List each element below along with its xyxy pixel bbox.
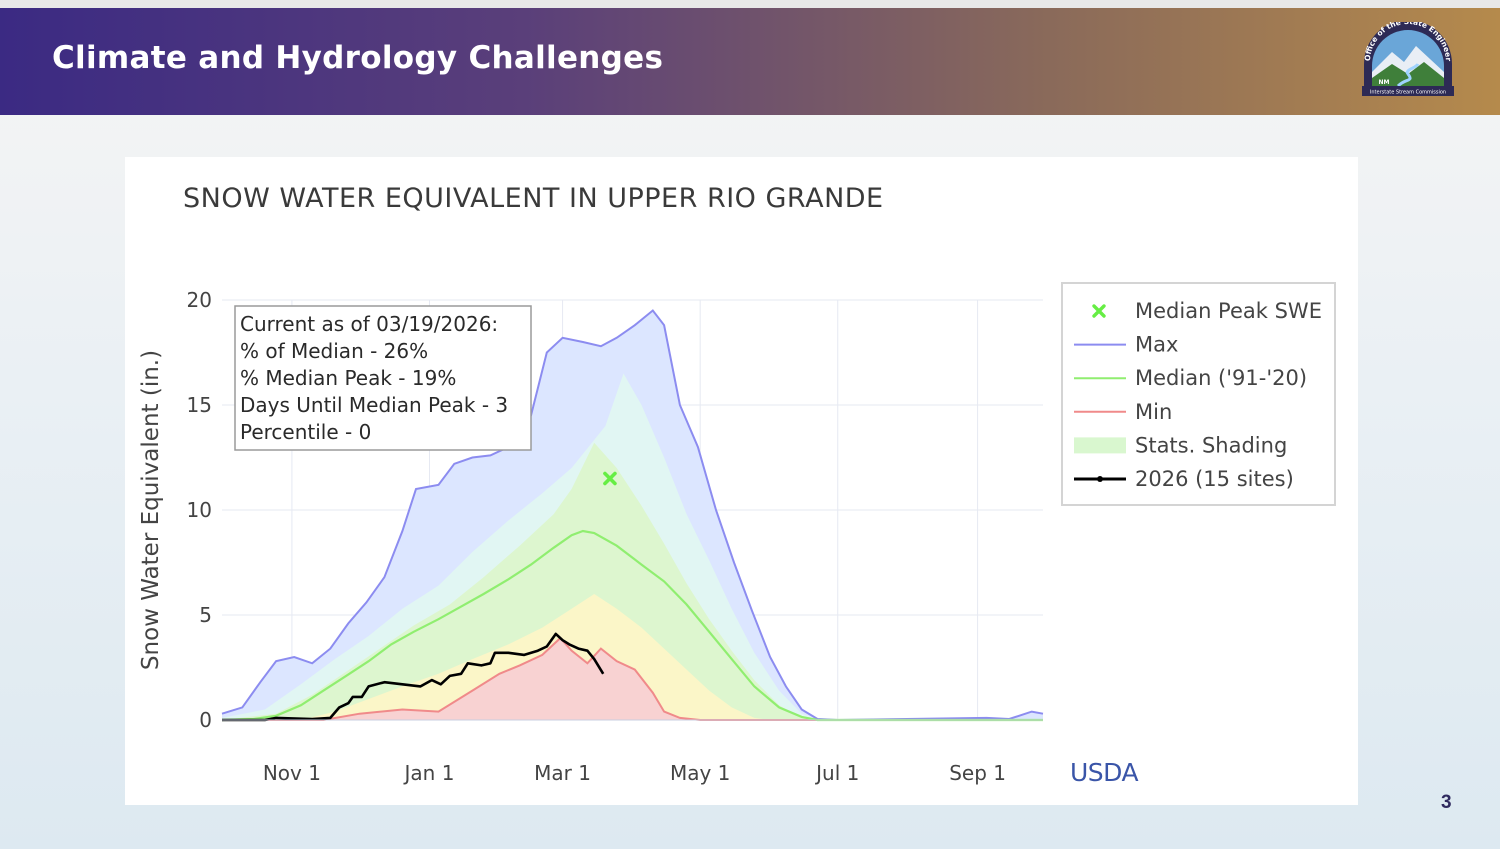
svg-text:NM: NM xyxy=(1379,79,1390,86)
lower-shading-band xyxy=(222,594,1043,720)
x-tick-label: May 1 xyxy=(670,761,730,785)
x-tick-label: Jul 1 xyxy=(814,761,859,785)
legend: Median Peak SWE Max Median ('91-'20) Min Sta… xyxy=(1061,282,1336,506)
legend-swatch-shading xyxy=(1074,437,1126,454)
annotation-line: Percentile - 0 xyxy=(240,420,371,444)
legend-label-median: Median ('91-'20) xyxy=(1135,366,1307,390)
y-tick-label: 5 xyxy=(199,603,212,627)
y-tick-label: 15 xyxy=(187,393,212,417)
legend-swatch-current-dot xyxy=(1097,476,1103,482)
y-tick-label: 0 xyxy=(199,708,212,732)
x-tick-label: Mar 1 xyxy=(534,761,591,785)
swe-chart: SNOW WATER EQUIVALENT IN UPPER RIO GRAND… xyxy=(138,183,1336,787)
x-tick-label: Nov 1 xyxy=(263,761,321,785)
annotation-line: Days Until Median Peak - 3 xyxy=(240,393,508,417)
current-year-line xyxy=(222,632,605,722)
legend-label-median_peak: Median Peak SWE xyxy=(1135,299,1322,323)
min-fill-area xyxy=(222,638,1043,720)
legend-label-max: Max xyxy=(1135,333,1178,357)
chart-title: SNOW WATER EQUIVALENT IN UPPER RIO GRAND… xyxy=(183,183,884,214)
median-peak-marker xyxy=(603,471,617,486)
min-line xyxy=(222,636,1043,721)
median-line xyxy=(221,529,1043,722)
state-engineer-logo: Office of the State Engineer Interstate … xyxy=(1362,22,1454,96)
legend-label-shading: Stats. Shading xyxy=(1135,433,1287,457)
max-line xyxy=(221,309,1044,722)
title-banner xyxy=(0,8,1500,115)
legend-box xyxy=(1061,282,1336,506)
annotation-line: Current as of 03/19/2026: xyxy=(240,312,498,336)
y-tick-label: 20 xyxy=(187,288,212,312)
inner-shading-band xyxy=(222,442,1043,720)
chart-card: SNOW WATER EQUIVALENT IN UPPER RIO GRAND… xyxy=(125,157,1358,805)
legend-label-min: Min xyxy=(1135,400,1172,424)
legend-swatch-median-peak xyxy=(1092,304,1106,318)
annotation-line: % Median Peak - 19% xyxy=(240,366,456,390)
usda-source-label: USDA xyxy=(1070,758,1138,787)
slide-title: Climate and Hydrology Challenges xyxy=(52,40,664,76)
page-number: 3 xyxy=(1441,792,1452,813)
x-tick-label: Sep 1 xyxy=(949,761,1006,785)
y-tick-label: 10 xyxy=(187,498,212,522)
annotation-line: % of Median - 26% xyxy=(240,339,428,363)
top-strip xyxy=(0,0,1500,8)
y-axis-label: Snow Water Equivalent (in.) xyxy=(138,350,164,670)
legend-label-current: 2026 (15 sites) xyxy=(1135,467,1294,491)
status-annotation-box xyxy=(234,305,532,451)
svg-text:Interstate Stream Commission: Interstate Stream Commission xyxy=(1370,90,1446,96)
x-tick-label: Jan 1 xyxy=(403,761,455,785)
